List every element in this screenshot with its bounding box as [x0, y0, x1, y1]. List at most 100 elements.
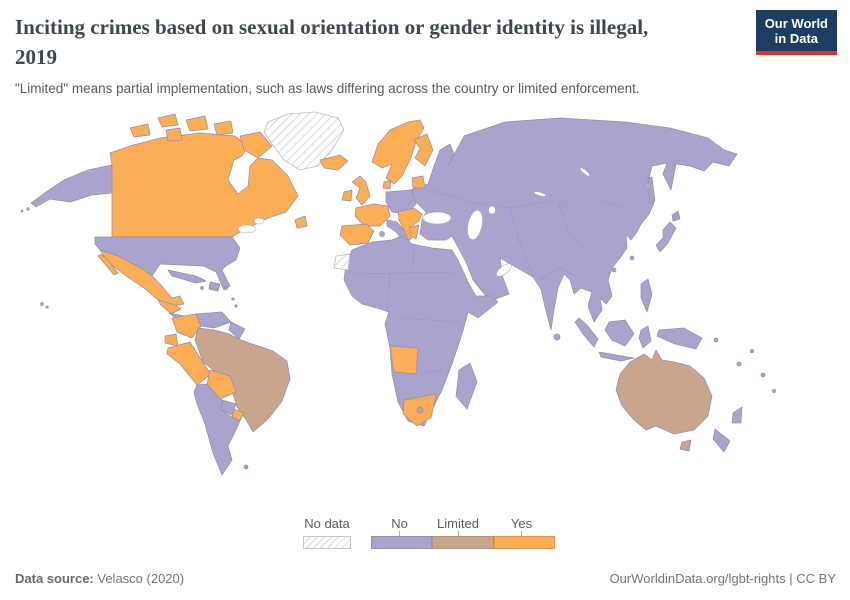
- country-ireland[interactable]: [341, 189, 353, 202]
- country-canada-arctic-island[interactable]: [213, 120, 234, 136]
- country-philippines[interactable]: [640, 278, 653, 313]
- country-new-zealand-north[interactable]: [731, 406, 743, 424]
- country-solomon-islands[interactable]: [713, 337, 719, 343]
- country-taiwan[interactable]: [629, 255, 635, 261]
- country-denmark[interactable]: [382, 179, 392, 190]
- country-hispaniola[interactable]: [208, 281, 221, 292]
- country-newfoundland[interactable]: [294, 215, 308, 229]
- country-new-zealand-south[interactable]: [712, 428, 731, 453]
- page-title: Inciting crimes based on sexual orientat…: [15, 12, 750, 72]
- legend-swatch-yes[interactable]: [493, 536, 555, 549]
- aral-sea: [488, 205, 496, 215]
- country-victoria-island[interactable]: [165, 127, 183, 142]
- country-new-guinea[interactable]: [656, 327, 703, 350]
- owid-logo-line2: in Data: [774, 31, 819, 46]
- region-africa[interactable]: [343, 235, 499, 427]
- lake-baikal: [580, 167, 590, 177]
- country-venezuela[interactable]: [195, 311, 232, 329]
- country-vanuatu[interactable]: [736, 361, 742, 367]
- country-hawaii[interactable]: [40, 302, 44, 306]
- footer-divider: |: [789, 571, 793, 586]
- legend-no-data-swatch[interactable]: [303, 536, 351, 549]
- country-greece[interactable]: [408, 224, 420, 240]
- country-aleutians[interactable]: [20, 209, 24, 213]
- map-legend: No data No Limited Yes: [0, 517, 850, 553]
- country-angola[interactable]: [389, 345, 419, 375]
- country-aleutians[interactable]: [26, 207, 30, 211]
- country-finland[interactable]: [413, 133, 434, 167]
- country-sardinia[interactable]: [379, 231, 385, 237]
- country-norway-sweden[interactable]: [371, 119, 425, 185]
- lake-balkhash: [533, 191, 547, 197]
- country-alaska[interactable]: [30, 164, 113, 208]
- country-hokkaido[interactable]: [671, 210, 681, 222]
- country-lesser-antilles[interactable]: [234, 304, 238, 308]
- country-canada-arctic-island[interactable]: [185, 115, 209, 132]
- country-baffin-island[interactable]: [239, 131, 273, 159]
- great-lakes: [237, 224, 257, 234]
- country-sumatra[interactable]: [574, 317, 599, 348]
- country-hainan[interactable]: [611, 267, 617, 273]
- country-falkland-islands[interactable]: [243, 464, 249, 470]
- country-ecuador[interactable]: [164, 333, 179, 347]
- country-spain-portugal[interactable]: [339, 223, 375, 246]
- country-colombia[interactable]: [171, 313, 202, 339]
- owid-logo[interactable]: Our World in Data: [755, 10, 837, 55]
- data-source: Data source: Velasco (2020): [15, 569, 184, 589]
- country-france[interactable]: [354, 203, 391, 227]
- country-madagascar[interactable]: [455, 362, 478, 410]
- country-new-caledonia[interactable]: [750, 349, 754, 353]
- black-sea: [422, 211, 452, 225]
- country-fiji[interactable]: [760, 372, 766, 378]
- country-canada-arctic-island[interactable]: [157, 113, 179, 128]
- country-canada[interactable]: [109, 132, 299, 238]
- country-jamaica[interactable]: [200, 286, 204, 290]
- country-cuba[interactable]: [167, 269, 207, 284]
- country-sakhalin[interactable]: [647, 176, 656, 204]
- country-argentina-chile[interactable]: [193, 383, 241, 476]
- country-mexico[interactable]: [99, 249, 185, 307]
- footer-right: OurWorldinData.org/lgbt-rights | CC BY: [610, 569, 836, 589]
- chart-footer: Data source: Velasco (2020) OurWorldinDa…: [0, 569, 850, 589]
- title-year: 2019: [15, 45, 57, 69]
- country-bolivia[interactable]: [206, 369, 237, 400]
- country-puerto-rico[interactable]: [224, 286, 228, 290]
- legend-no-data-label: No data: [304, 516, 350, 531]
- country-hawaii[interactable]: [45, 305, 49, 309]
- legend-tick: [458, 531, 459, 536]
- country-guatemala-honduras[interactable]: [157, 299, 182, 315]
- country-iceland[interactable]: [319, 154, 349, 171]
- country-sri-lanka[interactable]: [553, 333, 561, 341]
- legend-swatch-limited[interactable]: [432, 536, 494, 549]
- title-text: Inciting crimes based on sexual orientat…: [15, 15, 649, 39]
- country-japan[interactable]: [655, 221, 677, 253]
- country-western-sahara[interactable]: [333, 253, 351, 271]
- country-border-lines: [353, 189, 626, 401]
- country-uruguay[interactable]: [231, 408, 245, 422]
- country-peru[interactable]: [166, 341, 212, 386]
- country-canada-arctic-island[interactable]: [129, 123, 151, 138]
- country-sulawesi[interactable]: [638, 325, 652, 349]
- legend-bar: [371, 536, 555, 549]
- country-baja-california[interactable]: [97, 253, 119, 276]
- country-lesotho[interactable]: [416, 406, 424, 414]
- world-map: [0, 108, 850, 518]
- legend-label-no: No: [391, 516, 408, 531]
- country-java[interactable]: [598, 351, 635, 362]
- footer-license: CC BY: [796, 571, 836, 586]
- footer-link[interactable]: OurWorldinData.org/lgbt-rights: [609, 571, 786, 586]
- country-pacific-island[interactable]: [772, 389, 776, 393]
- legend-swatch-no[interactable]: [371, 536, 433, 549]
- country-tasmania[interactable]: [679, 439, 692, 452]
- country-brazil[interactable]: [194, 327, 291, 433]
- country-united-kingdom[interactable]: [351, 175, 371, 206]
- great-lakes: [253, 217, 265, 225]
- region-eurasia[interactable]: [404, 117, 738, 331]
- legend-tick: [399, 531, 400, 536]
- country-greenland[interactable]: [263, 111, 345, 171]
- legend-label-yes: Yes: [510, 516, 533, 531]
- country-baltic-states[interactable]: [411, 175, 426, 189]
- country-lesser-antilles[interactable]: [231, 297, 235, 301]
- country-borneo[interactable]: [604, 319, 635, 347]
- country-australia[interactable]: [615, 349, 713, 435]
